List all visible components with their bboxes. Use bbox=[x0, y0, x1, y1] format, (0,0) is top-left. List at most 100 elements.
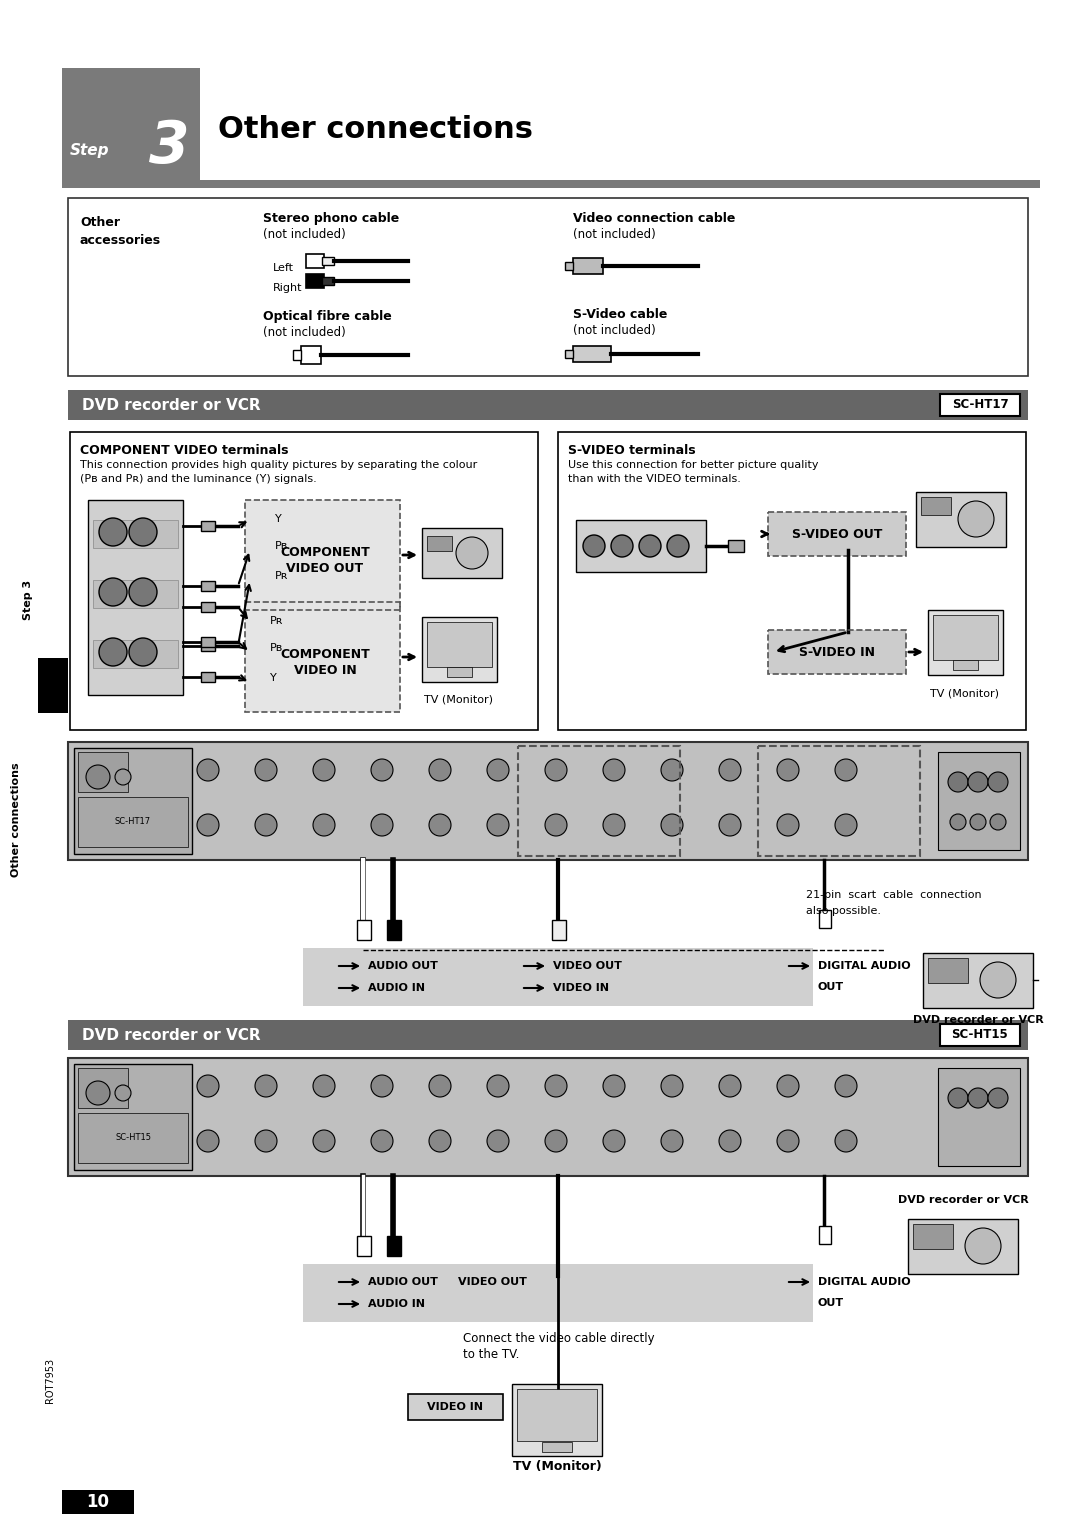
Bar bbox=[38, 659, 68, 714]
Circle shape bbox=[777, 759, 799, 781]
Bar bbox=[201, 642, 215, 651]
Circle shape bbox=[372, 759, 393, 781]
Circle shape bbox=[603, 759, 625, 781]
Bar bbox=[933, 614, 998, 660]
Circle shape bbox=[603, 814, 625, 836]
Text: VIDEO IN: VIDEO IN bbox=[427, 1403, 483, 1412]
Bar bbox=[78, 1112, 188, 1163]
Text: TV (Monitor): TV (Monitor) bbox=[513, 1459, 602, 1473]
Bar bbox=[93, 640, 178, 668]
Bar bbox=[62, 1490, 134, 1514]
Circle shape bbox=[661, 1076, 683, 1097]
Text: (not included): (not included) bbox=[264, 325, 346, 339]
Text: Left: Left bbox=[273, 263, 294, 274]
Bar bbox=[921, 497, 951, 515]
Bar bbox=[940, 1024, 1020, 1047]
Circle shape bbox=[948, 772, 968, 792]
Circle shape bbox=[990, 814, 1005, 830]
Text: Other connections: Other connections bbox=[218, 115, 534, 144]
Text: S-VIDEO IN: S-VIDEO IN bbox=[799, 645, 875, 659]
Text: DVD recorder or VCR: DVD recorder or VCR bbox=[913, 1015, 1043, 1025]
Circle shape bbox=[835, 759, 858, 781]
Bar bbox=[913, 1224, 953, 1248]
Bar bbox=[68, 1021, 1028, 1050]
Circle shape bbox=[719, 1076, 741, 1097]
Bar bbox=[928, 610, 1003, 675]
Text: VIDEO OUT: VIDEO OUT bbox=[286, 561, 364, 575]
Text: VIDEO OUT: VIDEO OUT bbox=[458, 1277, 527, 1287]
Circle shape bbox=[777, 1131, 799, 1152]
Circle shape bbox=[719, 814, 741, 836]
Text: OUT: OUT bbox=[818, 1297, 845, 1308]
Bar bbox=[245, 602, 400, 712]
Text: Optical fibre cable: Optical fibre cable bbox=[264, 310, 392, 322]
Text: S-Video cable: S-Video cable bbox=[573, 309, 667, 321]
Circle shape bbox=[487, 1076, 509, 1097]
Bar bbox=[768, 512, 906, 556]
Bar bbox=[387, 1236, 401, 1256]
Circle shape bbox=[988, 1088, 1008, 1108]
Text: Pʀ: Pʀ bbox=[270, 616, 283, 626]
Circle shape bbox=[988, 772, 1008, 792]
Text: to the TV.: to the TV. bbox=[463, 1348, 519, 1361]
Text: DVD recorder or VCR: DVD recorder or VCR bbox=[82, 397, 260, 413]
Text: accessories: accessories bbox=[80, 234, 161, 248]
Bar bbox=[768, 630, 906, 674]
Bar bbox=[758, 746, 920, 856]
Text: also possible.: also possible. bbox=[806, 906, 881, 915]
Bar bbox=[576, 520, 706, 571]
Text: Video connection cable: Video connection cable bbox=[573, 212, 735, 225]
Text: than with the VIDEO terminals.: than with the VIDEO terminals. bbox=[568, 474, 741, 484]
Circle shape bbox=[429, 814, 451, 836]
Text: Step: Step bbox=[70, 144, 109, 157]
Circle shape bbox=[777, 814, 799, 836]
Circle shape bbox=[429, 759, 451, 781]
Text: TV (Monitor): TV (Monitor) bbox=[424, 695, 494, 704]
Circle shape bbox=[114, 769, 131, 785]
Text: Other: Other bbox=[80, 215, 120, 229]
Circle shape bbox=[661, 1131, 683, 1152]
Circle shape bbox=[429, 1076, 451, 1097]
Text: DVD recorder or VCR: DVD recorder or VCR bbox=[82, 1027, 260, 1042]
Circle shape bbox=[603, 1131, 625, 1152]
Bar bbox=[245, 602, 400, 712]
Circle shape bbox=[545, 759, 567, 781]
Bar bbox=[303, 947, 813, 1005]
Bar bbox=[542, 1442, 572, 1452]
Text: DIGITAL AUDIO: DIGITAL AUDIO bbox=[818, 1277, 910, 1287]
Text: AUDIO IN: AUDIO IN bbox=[368, 983, 426, 993]
Text: S-VIDEO OUT: S-VIDEO OUT bbox=[792, 527, 882, 541]
Text: SC-HT15: SC-HT15 bbox=[951, 1028, 1009, 1042]
Bar bbox=[75, 1063, 192, 1170]
Text: AUDIO IN: AUDIO IN bbox=[368, 1299, 426, 1309]
Bar bbox=[201, 602, 215, 613]
Text: 21-pin  scart  cable  connection: 21-pin scart cable connection bbox=[806, 889, 982, 900]
Text: This connection provides high quality pictures by separating the colour: This connection provides high quality pi… bbox=[80, 460, 477, 471]
Circle shape bbox=[99, 578, 127, 607]
Bar bbox=[552, 920, 566, 940]
Bar bbox=[245, 500, 400, 610]
Circle shape bbox=[639, 535, 661, 558]
Text: AUDIO OUT: AUDIO OUT bbox=[368, 961, 437, 970]
Circle shape bbox=[958, 501, 994, 536]
Bar bbox=[68, 199, 1028, 376]
Bar bbox=[422, 529, 502, 578]
Bar bbox=[62, 180, 1040, 188]
Circle shape bbox=[197, 814, 219, 836]
Bar bbox=[75, 749, 192, 854]
Text: Other connections: Other connections bbox=[11, 762, 21, 877]
Bar bbox=[923, 953, 1032, 1008]
Bar bbox=[322, 257, 334, 264]
Text: Use this connection for better picture quality: Use this connection for better picture q… bbox=[568, 460, 819, 471]
Text: Y: Y bbox=[270, 672, 276, 683]
Bar bbox=[573, 258, 603, 274]
Circle shape bbox=[835, 1076, 858, 1097]
Bar bbox=[819, 911, 831, 927]
Circle shape bbox=[129, 578, 157, 607]
Bar bbox=[819, 1225, 831, 1244]
Bar bbox=[518, 746, 680, 856]
Circle shape bbox=[835, 814, 858, 836]
Bar bbox=[939, 1068, 1020, 1166]
Text: 10: 10 bbox=[86, 1493, 109, 1511]
Circle shape bbox=[966, 1229, 1001, 1264]
